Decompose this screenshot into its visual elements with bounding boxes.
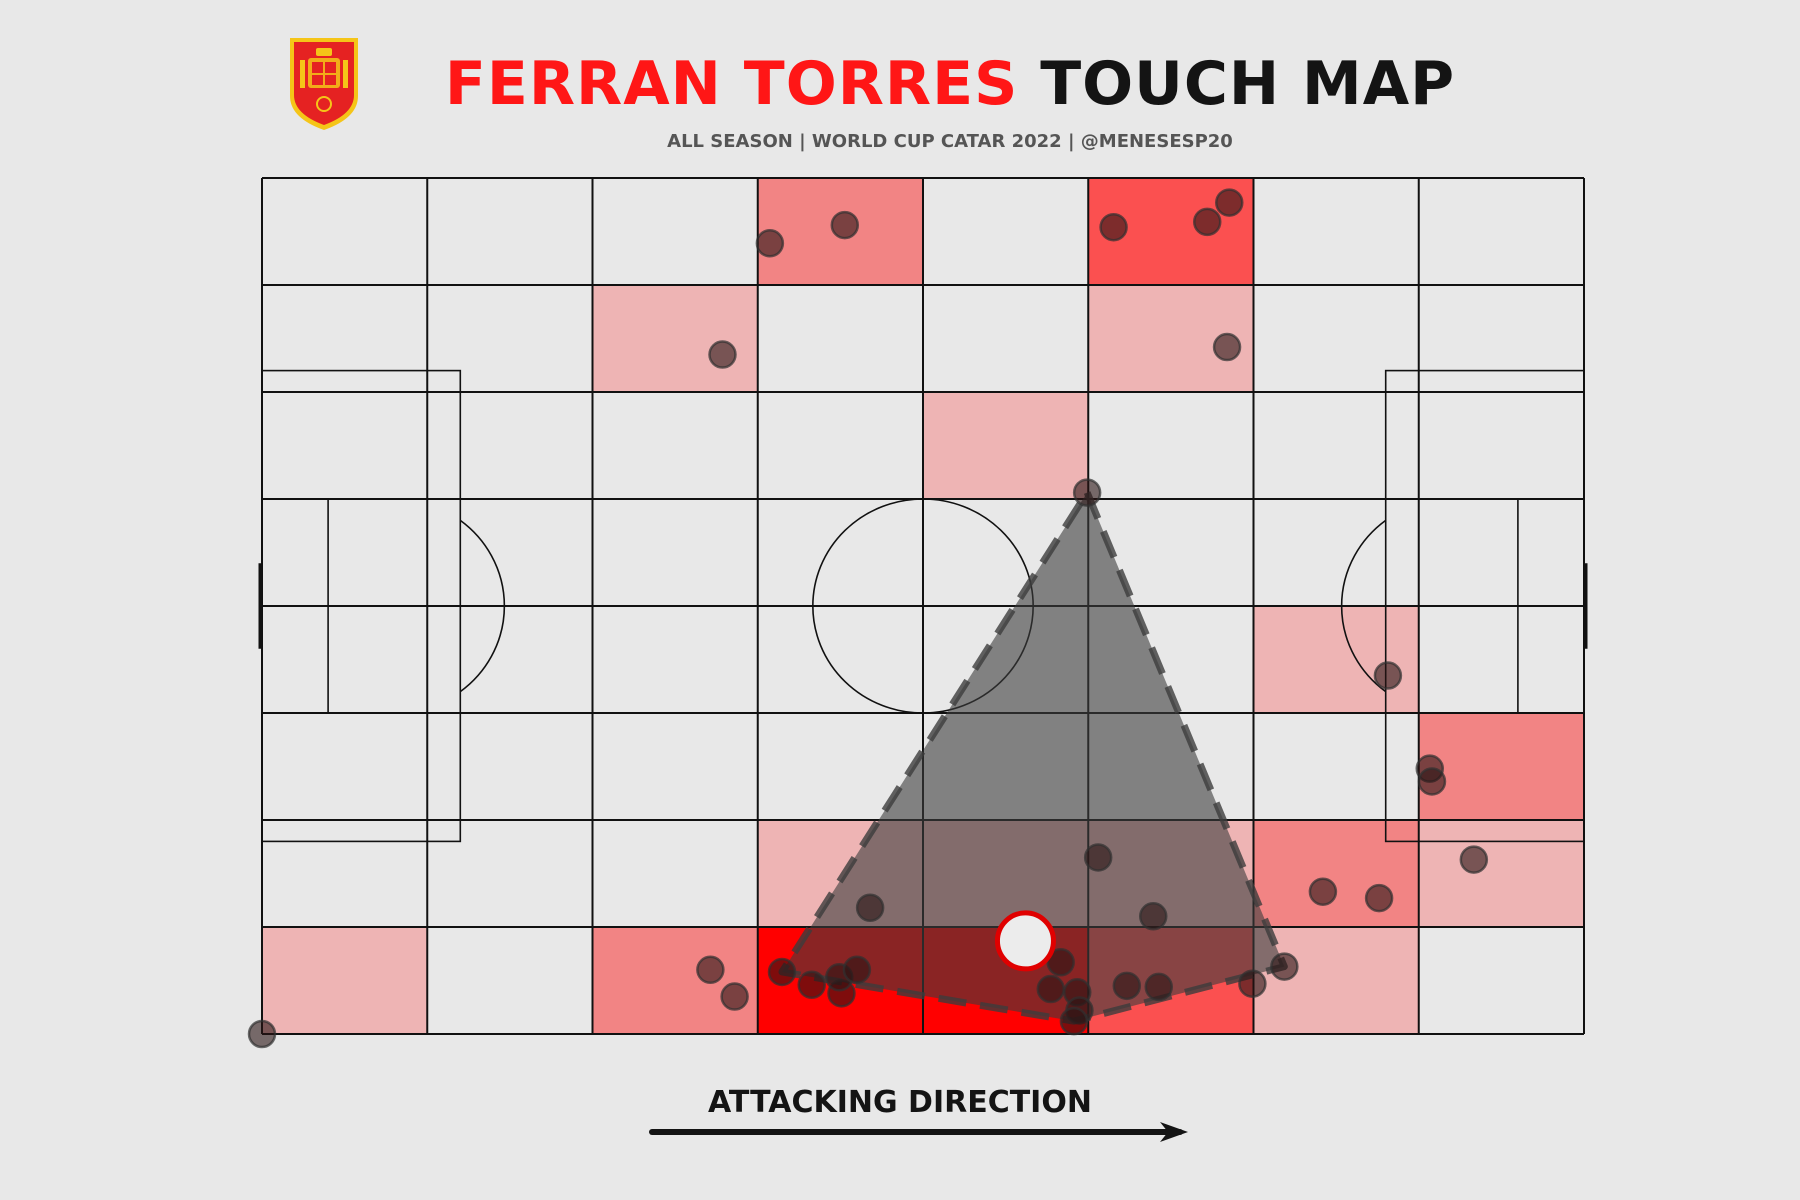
attacking-direction-arrow [649, 1122, 1188, 1142]
heatmap-cell [1418, 713, 1584, 820]
touch-point [1417, 767, 1447, 796]
touch-point [1364, 883, 1394, 913]
title-touch-map: TOUCH MAP [1040, 49, 1456, 119]
touch-point [1046, 948, 1075, 977]
touch-point [1459, 845, 1489, 874]
heatmap-cell [592, 927, 758, 1034]
average-position-marker [994, 910, 1056, 972]
spain-crest-logo [290, 38, 358, 130]
heatmap-cell [262, 927, 428, 1034]
touch-point [1036, 974, 1066, 1004]
chart-subtitle: ALL SEASON | WORLD CUP CATAR 2022 | @MEN… [667, 131, 1233, 152]
touch-point [1238, 969, 1267, 998]
touch-point [696, 955, 725, 985]
touch-point [708, 340, 737, 369]
touch-point [1083, 843, 1113, 872]
chart-title: FERRAN TORRES TOUCH MAP [0, 44, 1800, 124]
touch-point [1308, 877, 1338, 906]
heatmap-cell [1253, 820, 1419, 927]
attacking-direction-label: ATTACKING DIRECTION [708, 1085, 1092, 1120]
right-penalty-arc [1340, 519, 1387, 693]
heatmap-cell [923, 392, 1089, 499]
left-penalty-arc [459, 519, 506, 693]
touch-point [247, 1019, 277, 1049]
touch-point [797, 970, 826, 1000]
touch-point [1059, 1006, 1089, 1036]
touch-point [1212, 332, 1242, 362]
touch-point [1144, 972, 1174, 1002]
touch-point [755, 229, 785, 258]
touch-point [1373, 661, 1403, 690]
title-player-name: FERRAN TORRES [444, 49, 1019, 119]
touch-point [842, 955, 872, 985]
heatmap-cell [592, 285, 758, 392]
heatmap-cell [1253, 927, 1419, 1034]
touch-point [1099, 212, 1128, 242]
touch-point [767, 957, 797, 987]
right-six-yard-box [1517, 498, 1585, 714]
touches-layer [247, 188, 1489, 1049]
touch-point [1112, 971, 1142, 1001]
touch-point [720, 982, 749, 1011]
heatmap-cell [1418, 820, 1584, 927]
touch-point [1072, 478, 1102, 507]
touch-point [1192, 207, 1222, 237]
touch-point [830, 210, 860, 240]
left-six-yard-box [261, 498, 329, 714]
touch-point [1215, 188, 1244, 217]
touch-point [1270, 952, 1299, 981]
centroid-layer [994, 910, 1056, 972]
touch-point [1138, 902, 1168, 931]
heatmap-cell [1253, 606, 1419, 713]
touch-point [855, 893, 885, 922]
